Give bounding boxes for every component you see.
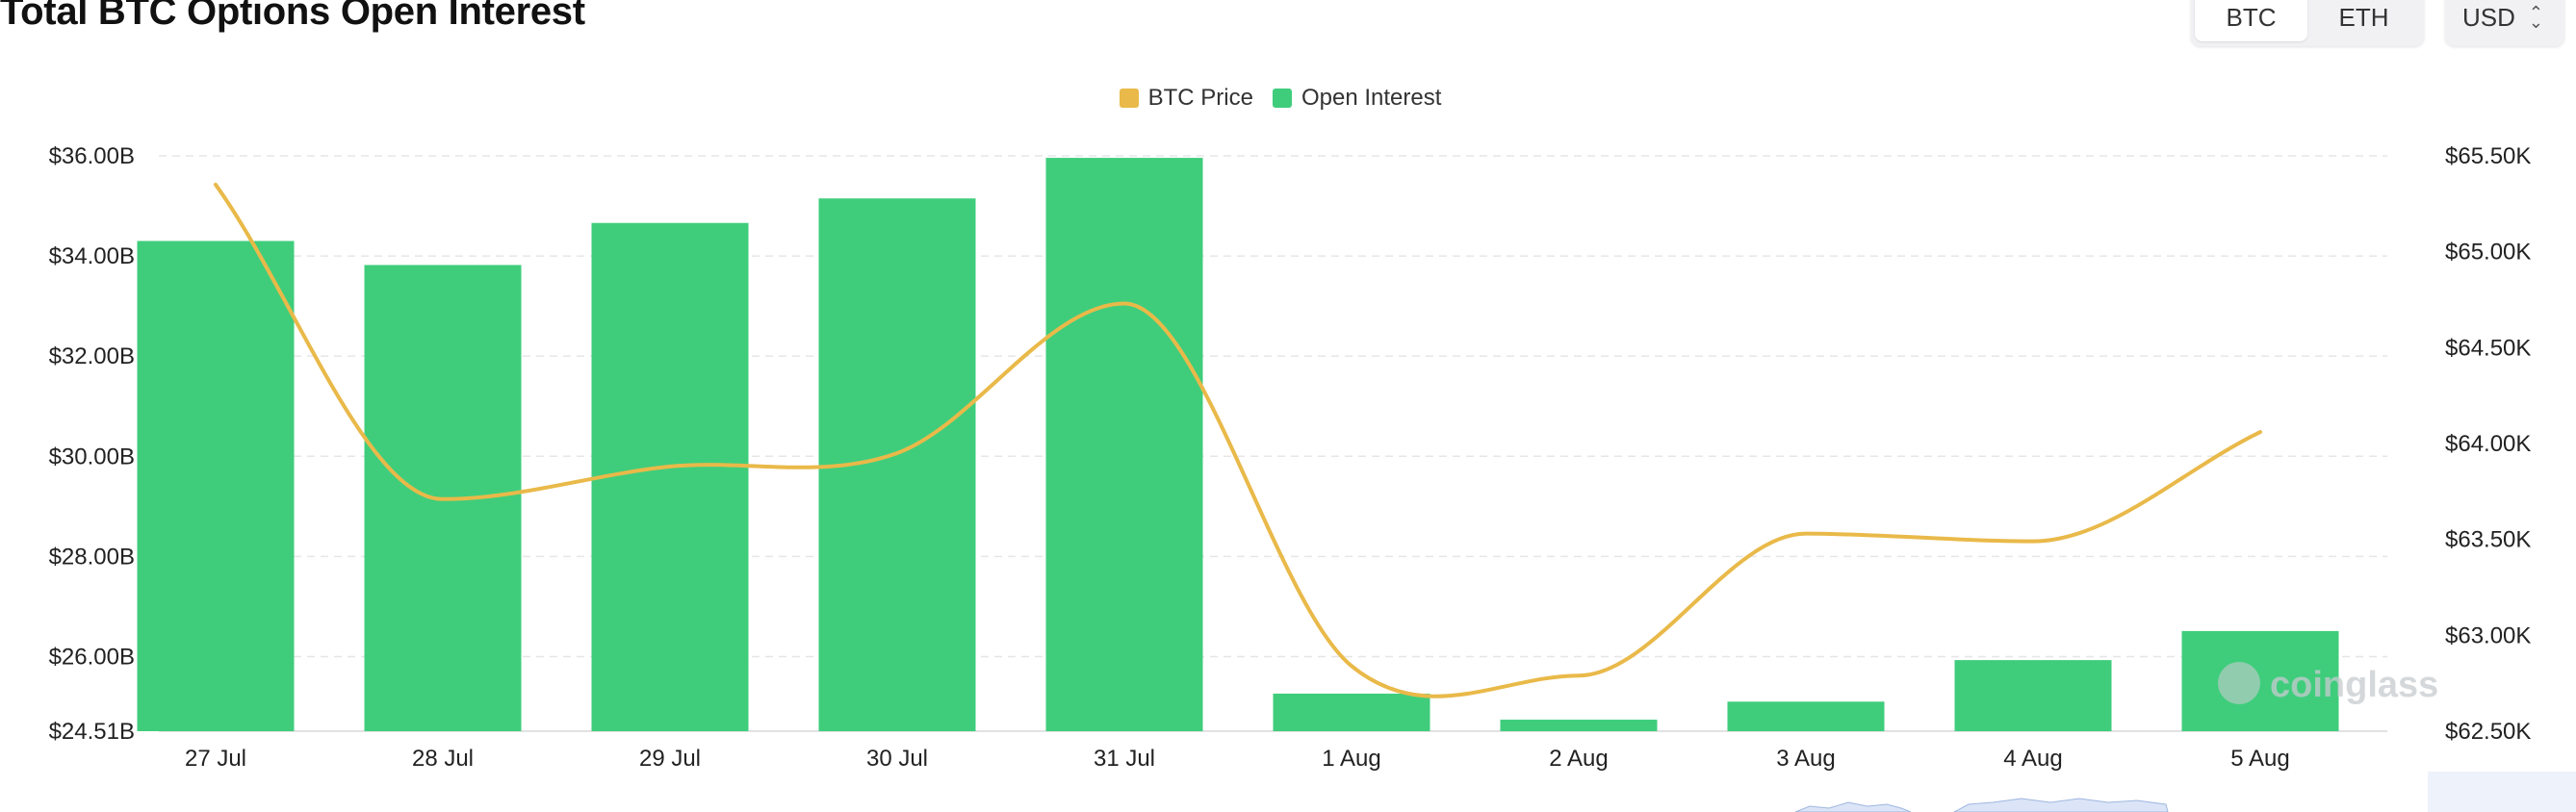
legend-label-btc-price: BTC Price: [1147, 85, 1253, 111]
x-tick-label: 29 Jul: [639, 746, 701, 772]
oi-bars: [137, 158, 2339, 732]
right-tick-label: $65.00K: [2445, 240, 2531, 266]
x-tick-label: 28 Jul: [412, 746, 474, 772]
oi-bar: [1500, 720, 1658, 731]
coin-option-btc[interactable]: BTC: [2195, 0, 2307, 41]
oi-bar: [1727, 701, 1885, 731]
right-tick-label: $62.50K: [2445, 719, 2531, 745]
x-tick-label: 5 Aug: [2230, 746, 2289, 772]
navigator-handle: [2428, 772, 2576, 812]
x-tick-label: 31 Jul: [1094, 746, 1155, 772]
btc-price-line: [214, 182, 2262, 698]
navigator-area: [1953, 798, 2169, 812]
legend-label-open-interest: Open Interest: [1301, 85, 1442, 111]
coinglass-logo-icon: [2218, 662, 2260, 704]
oi-bar: [137, 241, 295, 732]
range-navigator[interactable]: [1794, 772, 2576, 812]
oi-bar: [1273, 693, 1430, 731]
legend-item-open-interest[interactable]: Open Interest: [1272, 85, 1442, 112]
coin-toggle: BTC ETH: [2191, 0, 2424, 46]
x-tick-label: 4 Aug: [2003, 746, 2062, 772]
x-tick-label: 1 Aug: [1322, 746, 1380, 772]
left-tick-label: $36.00B: [49, 143, 135, 169]
oi-bar: [2181, 630, 2339, 731]
chevron-updown-icon: ⌃ ⌄: [2528, 3, 2543, 32]
legend-item-btc-price[interactable]: BTC Price: [1119, 85, 1253, 112]
x-axis: 27 Jul 28 Jul 29 Jul 30 Jul 31 Jul 1 Aug 2 Aug…: [185, 746, 2290, 772]
x-tick-label: 3 Aug: [1776, 746, 1835, 772]
right-tick-label: $63.00K: [2445, 622, 2531, 648]
x-tick-label: 2 Aug: [1549, 746, 1608, 772]
watermark-text: coinglass: [2270, 665, 2438, 705]
left-tick-label: $24.51B: [49, 719, 135, 745]
right-tick-label: $64.00K: [2445, 431, 2531, 457]
legend-swatch-open-interest: [1272, 89, 1292, 108]
page-title: Total BTC Options Open Interest: [0, 0, 585, 33]
left-axis: $36.00B $34.00B $32.00B $30.00B $28.00B $26.0…: [49, 143, 135, 745]
navigator-area: [1794, 801, 1912, 812]
x-tick-label: 30 Jul: [866, 746, 928, 772]
oi-bar: [1954, 660, 2112, 731]
right-tick-label: $65.50K: [2445, 143, 2531, 169]
currency-value: USD: [2462, 2, 2515, 32]
x-tick-label: 27 Jul: [185, 746, 246, 772]
oi-bar: [591, 222, 749, 731]
right-tick-label: $63.50K: [2445, 527, 2531, 553]
left-tick-label: $34.00B: [49, 243, 135, 269]
watermark: coinglass: [2218, 662, 2438, 705]
right-axis: $65.50K $65.00K $64.50K $64.00K $63.50K $63.0…: [2445, 143, 2531, 745]
coin-option-eth[interactable]: ETH: [2338, 2, 2389, 32]
btc-price-path: [214, 182, 2262, 698]
left-tick-label: $32.00B: [49, 343, 135, 369]
right-tick-label: $64.50K: [2445, 335, 2531, 361]
left-tick-label: $30.00B: [49, 444, 135, 469]
left-tick-label: $28.00B: [49, 544, 135, 570]
left-tick-label: $26.00B: [49, 644, 135, 670]
legend-swatch-btc-price: [1119, 89, 1139, 108]
currency-select[interactable]: USD ⌃ ⌄: [2445, 0, 2564, 46]
chart-legend: BTC Price Open Interest: [0, 85, 2568, 112]
oi-bar: [1045, 158, 1203, 732]
